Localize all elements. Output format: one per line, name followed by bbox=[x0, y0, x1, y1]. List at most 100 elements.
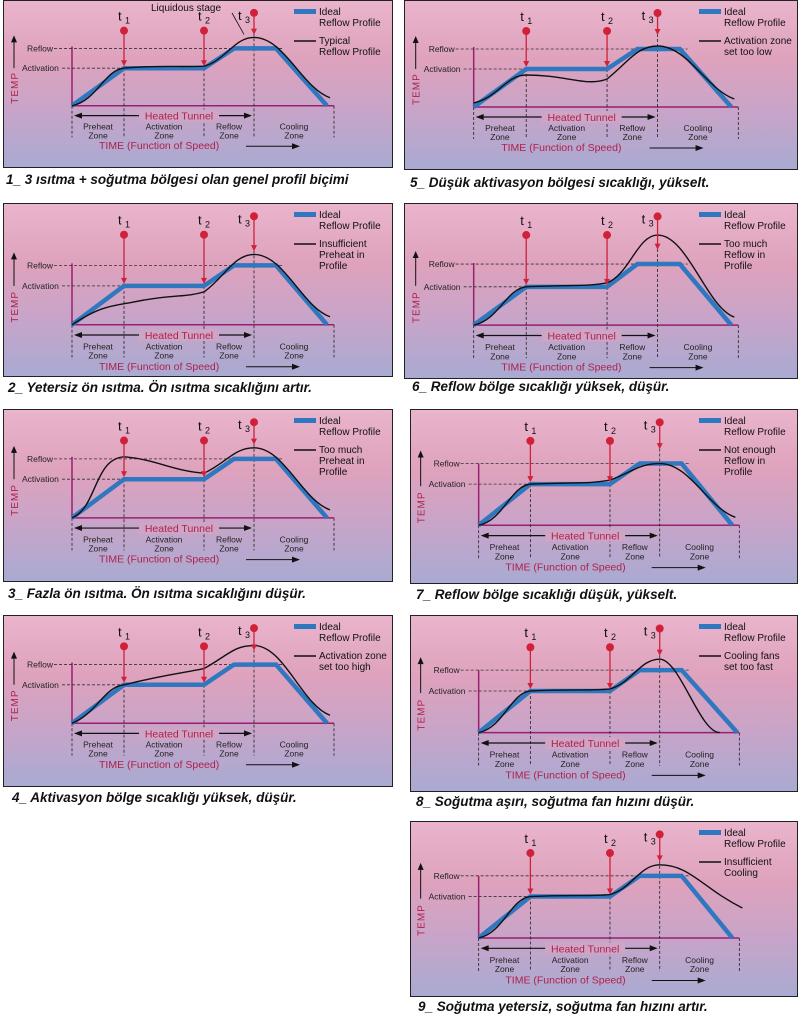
legend-ideal-swatch bbox=[294, 418, 316, 423]
t3-arrow-icon bbox=[656, 443, 663, 450]
ideal-profile-line bbox=[70, 263, 329, 327]
t3-subscript: 3 bbox=[245, 15, 250, 25]
zone-label-3: Cooling bbox=[685, 955, 714, 965]
panel-4: Reflow Activation TEMP Heated Tunnel Preheat… bbox=[3, 615, 393, 787]
t3-subscript: 3 bbox=[245, 630, 250, 640]
zone-label-3-line2: Zone bbox=[284, 749, 304, 759]
actual-profile-line bbox=[478, 658, 720, 734]
t1-label: t bbox=[118, 624, 122, 639]
time-axis-label: TIME (Function of Speed) bbox=[501, 362, 621, 374]
panel-3: Reflow Activation TEMP Heated Tunnel Preheat… bbox=[3, 409, 393, 582]
legend-ideal-swatch bbox=[294, 624, 316, 629]
legend-actual-text: Preheat in bbox=[319, 250, 365, 261]
zone-label-1: Activation bbox=[552, 955, 589, 965]
zone-label-3-line2: Zone bbox=[284, 130, 304, 140]
temp-arrow-head-icon bbox=[11, 35, 17, 43]
zone-label-0: Preheat bbox=[83, 534, 113, 544]
t3-subscript: 3 bbox=[651, 424, 656, 434]
t2-arrow-icon bbox=[201, 277, 207, 284]
zone-label-3: Cooling bbox=[280, 740, 309, 750]
reflow-level-label: Reflow bbox=[27, 43, 54, 53]
zone-label-0: Preheat bbox=[490, 955, 520, 965]
legend-actual-text: Insufficient bbox=[319, 239, 367, 250]
t3-label: t bbox=[644, 623, 648, 638]
actual-profile-line bbox=[478, 864, 743, 939]
t1-marker-dot bbox=[120, 26, 128, 35]
ideal-profile-line bbox=[70, 662, 329, 726]
zone-label-1-line2: Zone bbox=[560, 964, 580, 974]
legend-actual-text: Profile bbox=[319, 467, 348, 478]
liquidous-stage-pointer bbox=[231, 12, 245, 35]
zone-label-0: Preheat bbox=[485, 123, 515, 133]
arrow-left-icon bbox=[74, 525, 82, 532]
t2-marker-dot bbox=[200, 26, 208, 35]
legend-actual-text: Cooling fans bbox=[724, 651, 780, 662]
t2-label: t bbox=[198, 624, 202, 639]
temp-axis-label: TEMP bbox=[10, 291, 21, 323]
t1-arrow-icon bbox=[121, 676, 127, 683]
legend-ideal-text: Ideal bbox=[319, 7, 341, 18]
arrow-right-icon bbox=[244, 525, 252, 532]
t3-label: t bbox=[642, 211, 646, 226]
reflow-level-label: Reflow bbox=[434, 871, 461, 881]
legend-actual-text: Too much bbox=[319, 445, 362, 456]
time-axis-label: TIME (Function of Speed) bbox=[501, 142, 621, 154]
zone-label-2: Reflow bbox=[216, 341, 243, 351]
heated-tunnel-label: Heated Tunnel bbox=[551, 943, 619, 955]
activation-level-label: Activation bbox=[22, 63, 59, 73]
zone-label-0-line2: Zone bbox=[88, 351, 108, 361]
t1-subscript: 1 bbox=[531, 838, 536, 848]
t2-subscript: 2 bbox=[205, 16, 210, 26]
t3-marker-dot bbox=[655, 418, 664, 427]
zone-label-2: Reflow bbox=[622, 955, 649, 965]
zone-label-1: Activation bbox=[146, 740, 183, 750]
t2-label: t bbox=[604, 419, 608, 434]
zone-label-1-line2: Zone bbox=[560, 759, 580, 769]
t2-label: t bbox=[601, 213, 605, 228]
reflow-level-label: Reflow bbox=[27, 260, 54, 270]
zone-label-3: Cooling bbox=[684, 123, 713, 133]
ideal-profile-line bbox=[477, 873, 735, 940]
panel-8: Reflow Activation TEMP Heated Tunnel Preheat… bbox=[410, 615, 798, 792]
temp-axis-label: TEMP bbox=[417, 492, 428, 524]
zone-label-1: Activation bbox=[146, 341, 183, 351]
legend-ideal-text: Reflow Profile bbox=[724, 221, 786, 232]
temp-arrow-head-icon bbox=[417, 862, 424, 870]
t2-subscript: 2 bbox=[611, 632, 616, 642]
temp-axis-label: TEMP bbox=[10, 484, 21, 516]
caption-4: 4_ Aktivasyon bölge sıcaklığı yüksek, dü… bbox=[12, 790, 297, 805]
arrow-right-icon bbox=[244, 332, 252, 339]
zone-label-2-line2: Zone bbox=[219, 351, 239, 361]
temp-axis-label: TEMP bbox=[417, 699, 428, 731]
temp-arrow-head-icon bbox=[417, 657, 424, 665]
reflow-level-label: Reflow bbox=[434, 665, 461, 675]
activation-level-label: Activation bbox=[429, 686, 466, 696]
t3-arrow-icon bbox=[251, 438, 257, 445]
zone-label-2: Reflow bbox=[216, 121, 243, 131]
zone-label-1: Activation bbox=[552, 542, 589, 552]
t3-label: t bbox=[238, 417, 242, 432]
time-arrow-head-icon bbox=[292, 143, 300, 150]
t1-arrow-icon bbox=[523, 278, 530, 285]
t2-arrow-icon bbox=[606, 476, 613, 483]
t3-arrow-icon bbox=[251, 245, 257, 252]
t2-label: t bbox=[601, 9, 605, 24]
legend-ideal-text: Ideal bbox=[724, 7, 746, 18]
t1-arrow-icon bbox=[121, 471, 127, 478]
t1-label: t bbox=[520, 213, 524, 228]
t1-arrow-icon bbox=[121, 277, 127, 284]
heated-tunnel-bg bbox=[139, 522, 219, 535]
actual-profile-line bbox=[71, 36, 331, 107]
zone-label-2-line2: Zone bbox=[219, 130, 239, 140]
heated-tunnel-label: Heated Tunnel bbox=[145, 728, 213, 740]
zone-label-2: Reflow bbox=[619, 342, 646, 352]
time-axis-label: TIME (Function of Speed) bbox=[99, 361, 219, 373]
zone-label-1: Activation bbox=[552, 750, 589, 760]
zone-label-3: Cooling bbox=[684, 342, 713, 352]
panel-1: Reflow Activation TEMP Heated Tunnel Preheat… bbox=[3, 0, 393, 168]
legend-ideal-text: Reflow Profile bbox=[319, 633, 381, 644]
